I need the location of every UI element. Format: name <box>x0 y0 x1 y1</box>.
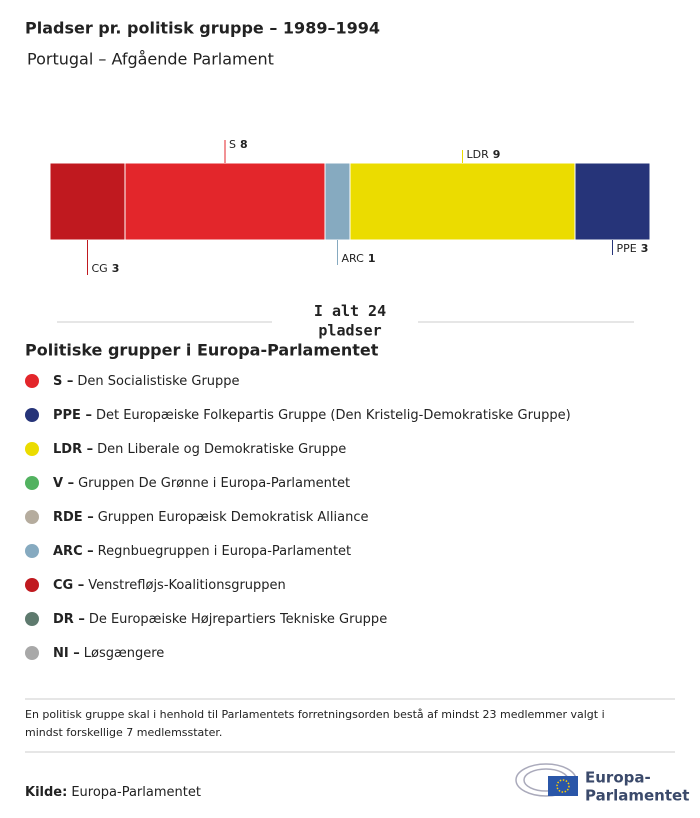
legend-name: Den Socialistiske Gruppe <box>77 374 239 389</box>
logo-text: Parlamentet <box>585 787 689 805</box>
legend-swatch <box>25 442 39 456</box>
segment-label: CG 3 <box>92 262 120 275</box>
segment-name: S <box>229 138 236 151</box>
legend-abbr: V – <box>53 476 74 491</box>
legend-swatch <box>25 510 39 524</box>
legend-entry: RDE – Gruppen Europæisk Demokratisk Allia… <box>53 510 368 525</box>
legend-name: De Europæiske Højrepartiers Tekniske Gru… <box>89 612 387 627</box>
legend-swatch <box>25 476 39 490</box>
legend-name: Det Europæiske Folkepartis Gruppe (Den K… <box>96 408 571 423</box>
logo-flag <box>548 776 578 796</box>
legend-entry: NI – Løsgængere <box>53 646 164 661</box>
legend-entry: ARC – Regnbuegruppen i Europa-Parlamentet <box>53 544 351 559</box>
legend-entry: V – Gruppen De Grønne i Europa-Parlamente… <box>53 476 350 491</box>
bar-segment <box>574 162 651 241</box>
legend-abbr: CG – <box>53 578 84 593</box>
bar-segment <box>349 162 576 241</box>
legend-entry: DR – De Europæiske Højrepartiers Tekniske… <box>53 612 387 627</box>
segment-name: PPE <box>617 242 637 255</box>
total-value: 24 <box>368 302 386 320</box>
legend-abbr: PPE – <box>53 408 92 423</box>
legend-name: Løsgængere <box>84 646 165 661</box>
legend-entry: PPE – Det Europæiske Folkepartis Gruppe (… <box>53 408 571 423</box>
legend-swatch <box>25 646 39 660</box>
logo-text: Europa- <box>585 769 651 787</box>
legend-entry: CG – Venstrefløjs-Koalitionsgruppen <box>53 578 286 593</box>
segment-name: ARC <box>342 252 365 265</box>
legend-abbr: RDE – <box>53 510 94 525</box>
bar-segment <box>124 162 326 241</box>
bar-segment <box>49 162 126 241</box>
total-prefix: I alt <box>314 302 359 320</box>
legend-swatch <box>25 374 39 388</box>
legend-abbr: ARC – <box>53 544 94 559</box>
footnote-box: En politisk gruppe skal i henhold til Pa… <box>25 708 605 739</box>
footnote: En politisk gruppe skal i henhold til Pa… <box>25 708 605 739</box>
legend-entry: LDR – Den Liberale og Demokratiske Gruppe <box>53 442 346 457</box>
segment-value: 8 <box>240 138 248 151</box>
legend-swatch <box>25 612 39 626</box>
legend-abbr: DR – <box>53 612 85 627</box>
logo-stars <box>556 779 570 793</box>
chart-subtitle: Portugal – Afgående Parlament <box>27 50 274 69</box>
legend-swatch <box>25 578 39 592</box>
legend-title: Politiske grupper i Europa-Parlamentet <box>25 341 379 360</box>
legend-name: Gruppen Europæisk Demokratisk Alliance <box>98 510 369 525</box>
segment-value: 9 <box>493 148 501 161</box>
segment-name: LDR <box>467 148 490 161</box>
segment-label: LDR 9 <box>467 148 501 161</box>
total-line: I alt 24 <box>314 302 386 320</box>
segment-value: 1 <box>368 252 376 265</box>
legend-swatch <box>25 544 39 558</box>
source-label: Kilde: <box>25 785 67 800</box>
chart-title: Pladser pr. politisk gruppe – 1989–1994 <box>25 19 380 38</box>
segment-value: 3 <box>641 242 649 255</box>
bar-group: CG 3 S 8 ARC 1 LDR 9 PPE 3 <box>49 138 651 275</box>
legend: S – Den Socialistiske Gruppe PPE – Det Euro… <box>25 374 571 661</box>
legend-name: Regnbuegruppen i Europa-Parlamentet <box>98 544 352 559</box>
source: Kilde: Europa-Parlamentet <box>25 785 201 800</box>
total-suffix: pladser <box>318 322 381 340</box>
legend-entry: S – Den Socialistiske Gruppe <box>53 374 240 389</box>
segment-name: CG <box>92 262 108 275</box>
legend-name: Venstrefløjs-Koalitionsgruppen <box>88 578 286 593</box>
legend-abbr: S – <box>53 374 73 389</box>
segment-label: ARC 1 <box>342 252 376 265</box>
legend-name: Den Liberale og Demokratiske Gruppe <box>97 442 346 457</box>
bar-segment <box>324 162 351 241</box>
source-text: Europa-Parlamentet <box>71 785 201 800</box>
logo: Europa- Parlamentet <box>515 763 689 805</box>
legend-abbr: LDR – <box>53 442 93 457</box>
legend-swatch <box>25 408 39 422</box>
legend-name: Gruppen De Grønne i Europa-Parlamentet <box>78 476 350 491</box>
legend-abbr: NI – <box>53 646 80 661</box>
segment-value: 3 <box>112 262 120 275</box>
segment-label: PPE 3 <box>617 242 649 255</box>
